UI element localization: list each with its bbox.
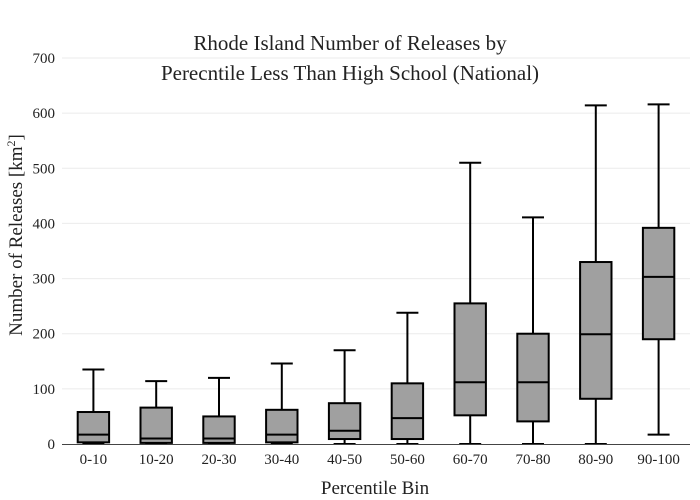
- chart-title-line-2: Perecntile Less Than High School (Nation…: [161, 61, 539, 85]
- y-tick-label-200: 200: [33, 327, 56, 343]
- y-axis-title-end: ]: [6, 134, 27, 140]
- axes: 0 100 200 300 400 500 600 700 0-10 10-20 20-30 30-4…: [33, 51, 690, 468]
- box-series: [76, 103, 676, 445]
- box-70-80: [516, 216, 550, 445]
- y-tick-label-300: 300: [33, 272, 56, 288]
- iqr-box: [265, 408, 299, 444]
- x-tick-label-80-90: 80-90: [578, 452, 613, 468]
- y-tick-label-500: 500: [33, 161, 56, 177]
- x-tick-label-0-10: 0-10: [80, 452, 108, 468]
- chart-title-line-1: Rhode Island Number of Releases by: [193, 31, 507, 55]
- x-tick-label-10-20: 10-20: [139, 452, 174, 468]
- y-tick-label-100: 100: [33, 382, 56, 398]
- y-tick-label-700: 700: [33, 51, 56, 67]
- y-tick-label-400: 400: [33, 216, 56, 232]
- box-20-30: [202, 376, 236, 445]
- box-60-70: [453, 161, 487, 445]
- y-axis-title: Number of Releases [km2]: [4, 134, 27, 336]
- iqr-box: [139, 406, 173, 444]
- y-tick-label-0: 0: [48, 437, 56, 453]
- box-90-100: [641, 103, 676, 436]
- y-axis-title-main: Number of Releases [km: [6, 146, 27, 336]
- x-tick-label-40-50: 40-50: [327, 452, 362, 468]
- x-axis-title: Percentile Bin: [321, 478, 430, 499]
- iqr-box: [516, 332, 550, 423]
- box-0-10: [76, 368, 111, 445]
- x-tick-label-20-30: 20-30: [202, 452, 237, 468]
- box-10-20: [139, 380, 173, 445]
- x-tick-label-60-70: 60-70: [453, 452, 488, 468]
- iqr-box: [76, 411, 111, 444]
- iqr-box: [390, 382, 425, 441]
- iqr-box: [579, 261, 613, 400]
- x-tick-label-90-100: 90-100: [637, 452, 680, 468]
- box-30-40: [265, 362, 299, 445]
- box-50-60: [390, 311, 425, 445]
- x-tick-label-30-40: 30-40: [264, 452, 299, 468]
- y-tick-label-600: 600: [33, 106, 56, 122]
- x-tick-label-50-60: 50-60: [390, 452, 425, 468]
- iqr-box: [453, 302, 487, 417]
- grid-lines: [62, 57, 690, 390]
- iqr-box: [327, 402, 362, 441]
- iqr-box: [641, 226, 676, 341]
- y-axis-title-sup: 2: [4, 140, 18, 146]
- box-80-90: [579, 104, 613, 445]
- x-tick-label-70-80: 70-80: [516, 452, 551, 468]
- box-40-50: [327, 349, 362, 445]
